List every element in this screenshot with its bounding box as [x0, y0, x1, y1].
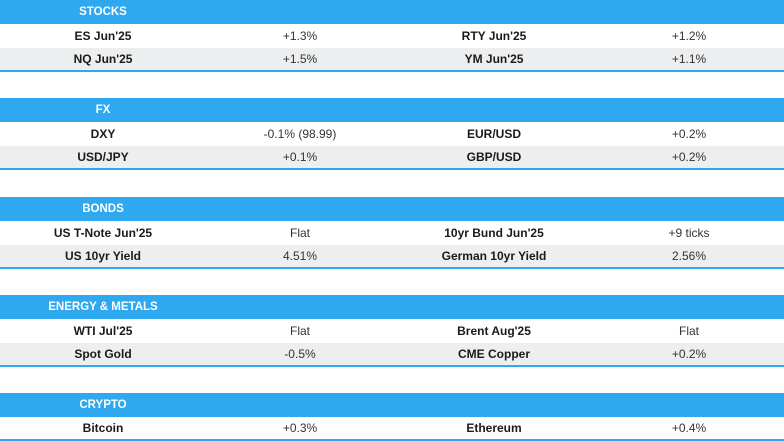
table-row: WTI Jul'25 Flat Brent Aug'25 Flat: [0, 319, 784, 343]
instrument-name: YM Jun'25: [464, 52, 524, 66]
section-bonds: BONDS US T-Note Jun'25 Flat 10yr Bund Ju…: [0, 197, 784, 269]
table-row: DXY -0.1% (98.99) EUR/USD +0.2%: [0, 122, 784, 146]
table-row: US 10yr Yield 4.51% German 10yr Yield 2.…: [0, 245, 784, 269]
instrument-name: EUR/USD: [466, 127, 521, 141]
instrument-change: +0.4%: [671, 421, 707, 435]
table-row: USD/JPY +0.1% GBP/USD +0.2%: [0, 146, 784, 170]
table-row: Spot Gold -0.5% CME Copper +0.2%: [0, 343, 784, 367]
instrument-name: USD/JPY: [77, 150, 129, 164]
instrument-change: Flat: [678, 324, 699, 338]
table-row: NQ Jun'25 +1.5% YM Jun'25 +1.1%: [0, 48, 784, 72]
section-fx: FX DXY -0.1% (98.99) EUR/USD +0.2% USD/J…: [0, 98, 784, 170]
instrument-change: +1.3%: [282, 29, 318, 43]
instrument-name: US T-Note Jun'25: [53, 226, 153, 240]
instrument-name: 10yr Bund Jun'25: [444, 226, 544, 240]
instrument-name: CME Copper: [458, 347, 530, 361]
section-header: CRYPTO: [0, 393, 784, 417]
section-header: BONDS: [0, 197, 784, 221]
instrument-name: German 10yr Yield: [441, 249, 547, 263]
section-energy-metals: ENERGY & METALS WTI Jul'25 Flat Brent Au…: [0, 295, 784, 367]
instrument-change: +1.5%: [282, 52, 318, 66]
table-row: Bitcoin +0.3% Ethereum +0.4%: [0, 417, 784, 441]
instrument-change: +0.3%: [282, 421, 318, 435]
instrument-name: US 10yr Yield: [64, 249, 142, 263]
instrument-change: 4.51%: [282, 249, 318, 263]
instrument-name: Bitcoin: [82, 421, 124, 435]
instrument-name: Spot Gold: [74, 347, 132, 361]
instrument-name: RTY Jun'25: [461, 29, 527, 43]
instrument-name: ES Jun'25: [74, 29, 132, 43]
instrument-change: Flat: [289, 226, 310, 240]
section-header: STOCKS: [0, 0, 784, 24]
instrument-name: Brent Aug'25: [457, 324, 531, 338]
instrument-name: WTI Jul'25: [73, 324, 133, 338]
instrument-change: +1.2%: [671, 29, 707, 43]
section-header: ENERGY & METALS: [0, 295, 784, 319]
instrument-change: +0.2%: [671, 347, 707, 361]
instrument-change: 2.56%: [671, 249, 707, 263]
instrument-name: GBP/USD: [466, 150, 522, 164]
instrument-name: DXY: [90, 127, 116, 141]
section-title: BONDS: [82, 203, 124, 215]
section-crypto: CRYPTO Bitcoin +0.3% Ethereum +0.4%: [0, 393, 784, 441]
instrument-change: Flat: [289, 324, 310, 338]
instrument-change: +0.2%: [671, 127, 707, 141]
instrument-change: -0.5%: [284, 347, 316, 361]
instrument-name: NQ Jun'25: [73, 52, 133, 66]
section-stocks: STOCKS ES Jun'25 +1.3% RTY Jun'25 +1.2% …: [0, 0, 784, 72]
section-header: FX: [0, 98, 784, 122]
section-title: FX: [95, 104, 111, 116]
section-title: STOCKS: [79, 6, 127, 18]
table-row: US T-Note Jun'25 Flat 10yr Bund Jun'25 +…: [0, 221, 784, 245]
section-title: ENERGY & METALS: [48, 301, 158, 313]
instrument-name: Ethereum: [466, 421, 522, 435]
instrument-change: +0.2%: [671, 150, 707, 164]
instrument-change: +1.1%: [671, 52, 707, 66]
instrument-change: -0.1% (98.99): [263, 127, 337, 141]
instrument-change: +9 ticks: [668, 226, 710, 240]
section-title: CRYPTO: [79, 399, 127, 411]
instrument-change: +0.1%: [282, 150, 318, 164]
table-row: ES Jun'25 +1.3% RTY Jun'25 +1.2%: [0, 24, 784, 48]
